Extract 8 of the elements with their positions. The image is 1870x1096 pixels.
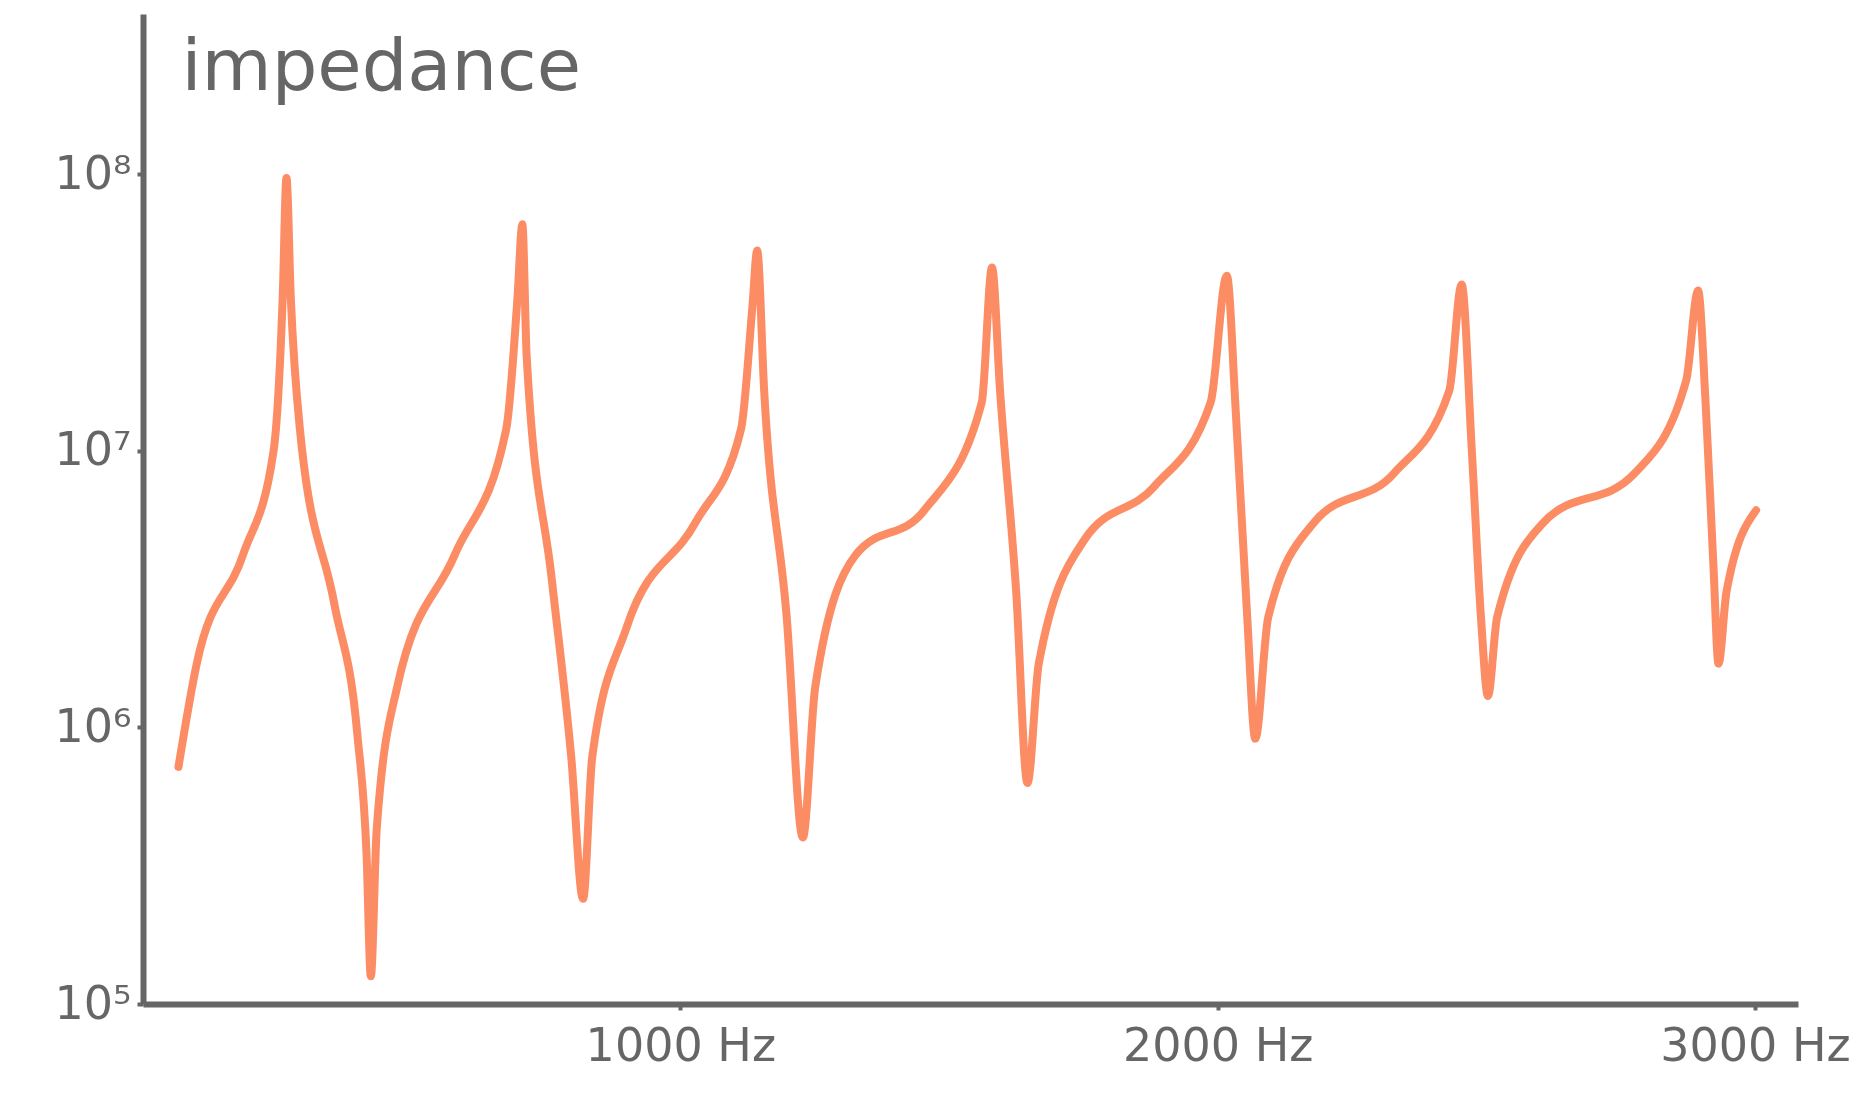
y-tick-label: 10⁷ bbox=[54, 422, 132, 477]
y-tick-label: 10⁵ bbox=[54, 975, 132, 1030]
x-tick-label: 3000 Hz bbox=[1660, 1017, 1851, 1072]
x-tick-label: 1000 Hz bbox=[585, 1017, 777, 1072]
y-axis-title: impedance bbox=[181, 22, 581, 107]
y-tick-label: 10⁸ bbox=[54, 145, 132, 200]
y-tick-label: 10⁶ bbox=[54, 698, 132, 753]
x-tick-label: 2000 Hz bbox=[1122, 1017, 1314, 1072]
